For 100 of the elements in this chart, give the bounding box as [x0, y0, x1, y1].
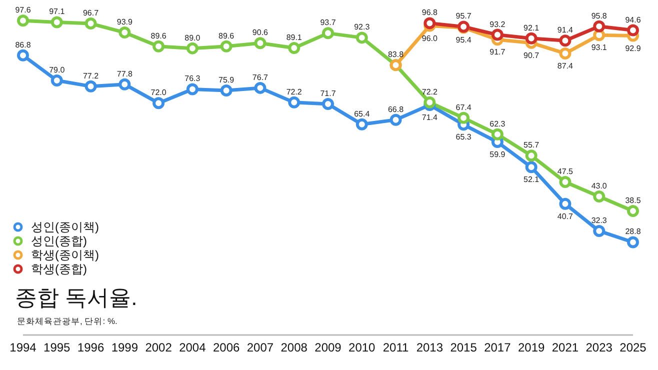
- data-label: 96.7: [82, 8, 100, 18]
- data-label: 95.4: [456, 36, 472, 45]
- data-label: 92.1: [524, 23, 540, 32]
- point: [491, 128, 504, 140]
- data-label: 92.9: [625, 44, 642, 53]
- point: [288, 42, 300, 54]
- data-label: 72.2: [286, 87, 302, 96]
- data-label: 55.7: [524, 140, 540, 150]
- data-label: 97.6: [15, 6, 32, 15]
- data-label: 65.4: [354, 109, 370, 118]
- legend-label: 성인(종이책): [31, 218, 99, 236]
- point: [424, 17, 436, 30]
- data-label: 94.6: [625, 15, 642, 24]
- x-tick-label: 2006: [212, 340, 240, 355]
- data-label: 92.3: [354, 22, 370, 32]
- point: [627, 24, 639, 36]
- data-label: 65.3: [456, 132, 472, 142]
- data-label: 76.7: [252, 72, 269, 82]
- point: [593, 224, 606, 237]
- data-label: 86.8: [15, 40, 32, 50]
- legend-label: 학생(종합): [31, 262, 87, 278]
- x-tick-label: 2025: [620, 340, 647, 355]
- data-label: 83.8: [388, 50, 404, 60]
- data-label: 97.1: [49, 7, 66, 16]
- x-tick-label: 1995: [44, 340, 71, 355]
- legend-label: 학생(종이책): [31, 248, 99, 264]
- point: [593, 190, 606, 202]
- point: [356, 32, 368, 44]
- data-label: 95.7: [456, 12, 472, 21]
- data-label: 89.1: [286, 32, 302, 42]
- data-label: 87.4: [557, 61, 574, 70]
- annotation: 문화체육관광부, 단위: %.: [17, 316, 118, 328]
- x-tick-label: 2019: [518, 340, 546, 355]
- data-label: 72.0: [150, 88, 167, 98]
- x-tick-label: 2017: [484, 340, 512, 355]
- point: [322, 98, 334, 110]
- data-label: 90.6: [252, 28, 269, 38]
- x-tick-label: 2021: [552, 340, 579, 355]
- data-label: 40.7: [557, 212, 574, 221]
- x-tick-label: 2004: [179, 340, 206, 355]
- x-tick-label: 1996: [77, 340, 104, 355]
- x-tick-label: 2010: [348, 340, 376, 355]
- point: [491, 28, 504, 41]
- data-label: 96.8: [422, 8, 438, 18]
- data-label: 93.1: [591, 43, 608, 52]
- point: [288, 96, 300, 108]
- x-tick-label: 2009: [314, 340, 342, 355]
- point: [50, 16, 63, 28]
- data-label: 43.0: [591, 181, 608, 190]
- point: [118, 26, 131, 39]
- data-label: 71.4: [422, 113, 438, 122]
- data-label: 77.2: [82, 71, 100, 80]
- data-label: 79.0: [49, 66, 66, 75]
- x-tick-label: 2011: [382, 340, 409, 355]
- data-label: 62.3: [490, 119, 506, 128]
- x-tick-label: 1999: [111, 340, 138, 355]
- point: [220, 84, 232, 97]
- data-label: 67.4: [456, 102, 472, 112]
- point: [186, 42, 198, 54]
- point: [152, 40, 165, 52]
- x-tick-label: 2002: [145, 340, 172, 355]
- point: [84, 80, 97, 92]
- point: [627, 236, 639, 248]
- point: [152, 97, 165, 110]
- data-label: 95.8: [591, 11, 608, 20]
- data-label: 93.9: [116, 18, 133, 27]
- data-label: 59.9: [490, 150, 506, 160]
- data-label: 38.5: [625, 196, 642, 205]
- point: [424, 96, 436, 108]
- point: [559, 176, 572, 188]
- x-tick-label: 2008: [280, 340, 308, 355]
- point: [50, 74, 63, 87]
- point: [118, 78, 131, 90]
- point: [17, 14, 29, 27]
- point: [525, 32, 538, 44]
- point: [458, 112, 470, 124]
- data-label: 93.2: [490, 20, 506, 29]
- point: [220, 40, 232, 52]
- point: [390, 114, 402, 126]
- x-tick-label: 2013: [416, 340, 444, 355]
- x-tick-label: 1994: [10, 340, 37, 355]
- data-label: 93.7: [320, 18, 336, 28]
- data-label: 47.5: [557, 166, 574, 176]
- data-label: 72.2: [422, 87, 438, 96]
- data-label: 52.1: [524, 175, 540, 184]
- data-label: 71.7: [320, 89, 336, 98]
- point: [254, 82, 266, 94]
- point: [17, 49, 29, 62]
- text: 종합 독서율.: [15, 284, 138, 312]
- point: [525, 150, 538, 162]
- data-label: 76.3: [184, 74, 201, 84]
- point: [254, 37, 266, 50]
- data-label: 91.7: [490, 48, 506, 57]
- point: [186, 83, 198, 96]
- legend-label: 성인(종합): [31, 234, 87, 250]
- data-label: 32.3: [591, 216, 608, 225]
- point: [627, 204, 639, 217]
- data-label: 75.9: [218, 76, 235, 85]
- point: [525, 161, 538, 174]
- point: [356, 118, 368, 130]
